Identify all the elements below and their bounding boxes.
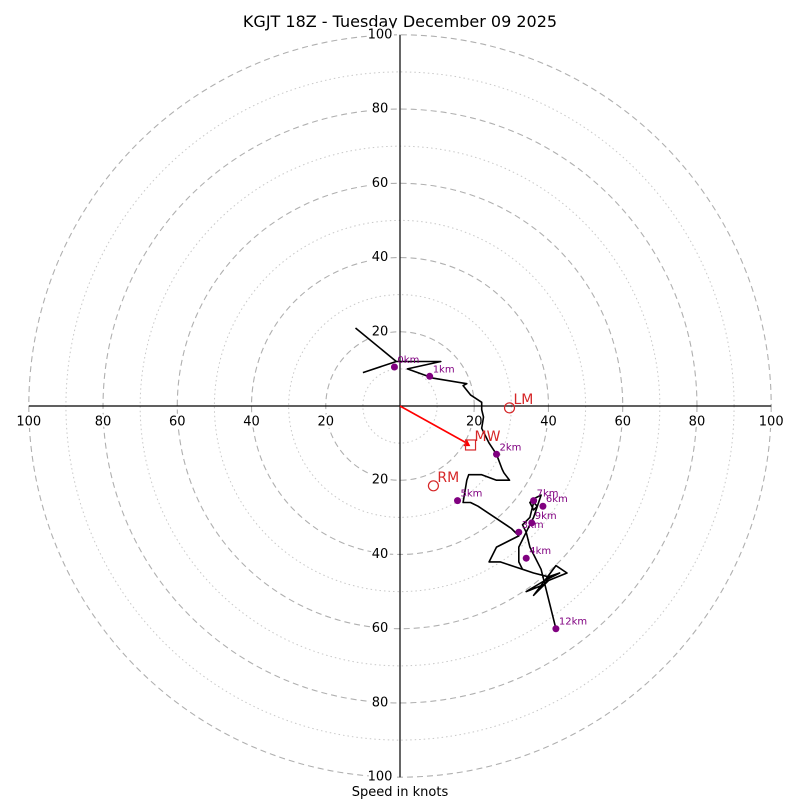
height-label: 9km	[535, 511, 557, 522]
storm-motion-label: MW	[475, 429, 501, 445]
chart-title: KGJT 18Z - Tuesday December 09 2025	[243, 12, 557, 31]
height-label: 5km	[461, 489, 483, 500]
y-tick-label: 40	[372, 250, 389, 265]
storm-motion-marker	[427, 480, 440, 492]
height-label: 2km	[500, 442, 522, 453]
height-label: 4km	[529, 546, 551, 557]
height-label: 1km	[433, 364, 455, 375]
storm-motion-marker	[503, 402, 516, 414]
x-tick-label: 60	[614, 415, 631, 430]
storm-motion-label: LM	[514, 392, 534, 408]
storm-motion-marker	[464, 439, 477, 451]
height-marker	[493, 450, 501, 458]
x-tick-label: 40	[540, 415, 557, 430]
x-tick-label: 80	[95, 415, 112, 430]
y-tick-label: 100	[368, 27, 393, 42]
x-tick-label: 100	[759, 415, 784, 430]
mean-wind-vector	[399, 405, 468, 444]
x-axis-label: Speed in knots	[352, 785, 449, 800]
x-tick-label: 60	[169, 415, 186, 430]
height-label: 7km	[537, 489, 559, 500]
y-tick-label: 80	[372, 695, 389, 710]
height-marker	[530, 497, 538, 505]
x-tick-label: 20	[317, 415, 334, 430]
height-marker	[515, 528, 523, 536]
y-tick-label: 60	[372, 621, 389, 636]
x-tick-label: 100	[16, 415, 41, 430]
x-tick-label: 80	[689, 415, 706, 430]
y-tick-label: 20	[372, 473, 389, 488]
y-tick-label: 100	[368, 770, 393, 785]
mean-wind-vector-group	[399, 405, 471, 447]
x-tick-label: 20	[466, 415, 483, 430]
y-tick-label: 20	[372, 324, 389, 339]
height-marker	[454, 497, 462, 505]
storm-motion-label: RM	[437, 470, 459, 486]
y-tick-label: 40	[372, 547, 389, 562]
height-marker	[390, 363, 398, 371]
height-label: 12km	[559, 617, 587, 628]
storm-motion-markers: LM MW RM	[427, 392, 534, 492]
height-label: 6km	[546, 494, 568, 505]
x-tick-label: 40	[243, 415, 260, 430]
height-label: 0km	[397, 355, 419, 366]
y-tick-label: 60	[372, 176, 389, 191]
height-marker	[522, 554, 530, 562]
height-marker	[528, 519, 536, 527]
hodograph-line-segment	[354, 327, 397, 363]
height-markers: 0km1km2km3km4km5km6km7km9km12km	[390, 355, 587, 633]
height-marker	[426, 372, 434, 380]
tick-labels: 100 80 60 40 20 20 40 60 80 100 100 80 60 40 20 20 40 60 8…	[14, 25, 786, 787]
height-marker	[539, 502, 547, 510]
height-marker	[552, 625, 560, 633]
y-tick-label: 80	[372, 102, 389, 117]
